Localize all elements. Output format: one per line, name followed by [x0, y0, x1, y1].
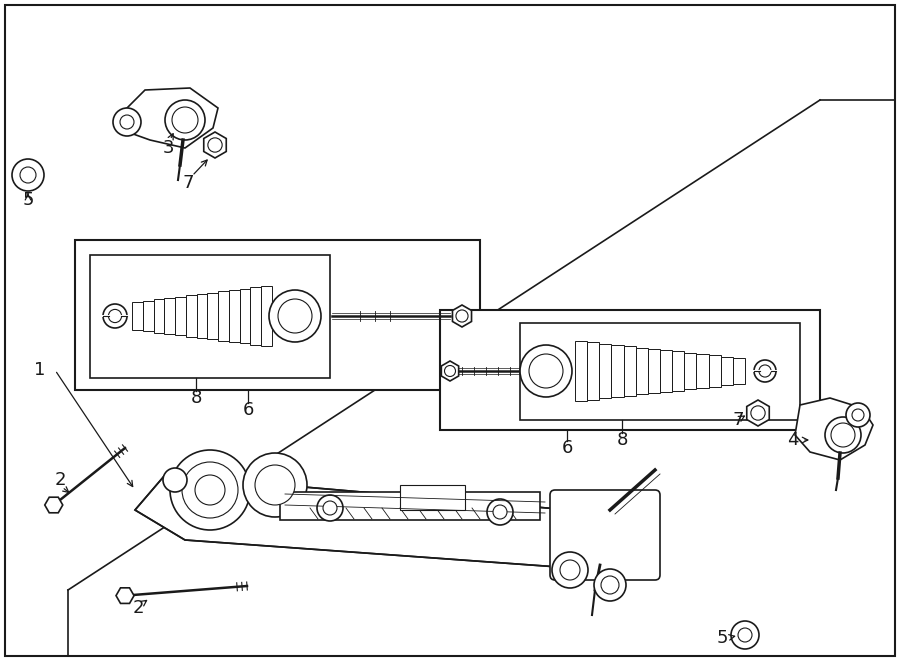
Text: 3: 3: [162, 139, 174, 157]
Polygon shape: [203, 132, 226, 158]
Circle shape: [163, 468, 187, 492]
Circle shape: [487, 499, 513, 525]
Bar: [611, 345, 624, 397]
Circle shape: [208, 138, 222, 152]
Bar: [132, 302, 143, 330]
Polygon shape: [45, 497, 63, 513]
Circle shape: [165, 100, 205, 140]
Circle shape: [560, 560, 580, 580]
Circle shape: [825, 417, 861, 453]
Text: 5: 5: [22, 191, 34, 209]
Circle shape: [120, 115, 134, 129]
Circle shape: [103, 304, 127, 328]
Text: 8: 8: [616, 431, 627, 449]
Circle shape: [601, 576, 619, 594]
Circle shape: [520, 345, 572, 397]
Circle shape: [278, 299, 312, 333]
Text: 7: 7: [182, 174, 194, 192]
Bar: [261, 286, 272, 346]
Bar: [440, 310, 820, 430]
Circle shape: [493, 505, 507, 519]
Circle shape: [108, 309, 122, 323]
Polygon shape: [795, 398, 873, 460]
Bar: [624, 346, 635, 396]
Bar: [143, 301, 154, 331]
Circle shape: [456, 310, 468, 322]
Bar: [229, 290, 239, 342]
Bar: [575, 341, 587, 401]
Circle shape: [852, 409, 864, 421]
Bar: [672, 352, 684, 391]
Bar: [196, 294, 207, 338]
Text: 8: 8: [190, 389, 202, 407]
FancyBboxPatch shape: [550, 490, 660, 580]
Circle shape: [243, 453, 307, 517]
Bar: [239, 289, 250, 343]
Circle shape: [751, 406, 765, 420]
Circle shape: [255, 465, 295, 505]
Polygon shape: [120, 88, 218, 148]
Circle shape: [552, 552, 588, 588]
Bar: [684, 353, 697, 389]
Bar: [280, 492, 540, 520]
Polygon shape: [747, 400, 770, 426]
Bar: [185, 295, 196, 336]
Bar: [587, 342, 599, 400]
Bar: [75, 240, 480, 390]
Bar: [697, 354, 708, 388]
Text: 4: 4: [788, 431, 799, 449]
Bar: [90, 255, 330, 378]
Bar: [721, 357, 733, 385]
Polygon shape: [453, 305, 472, 327]
Polygon shape: [135, 475, 655, 570]
Bar: [207, 293, 218, 339]
Text: 5: 5: [716, 629, 728, 647]
Circle shape: [269, 290, 321, 342]
Circle shape: [445, 366, 455, 377]
Circle shape: [317, 495, 343, 521]
Circle shape: [754, 360, 776, 382]
Circle shape: [529, 354, 563, 388]
Circle shape: [170, 450, 250, 530]
Text: 1: 1: [34, 361, 46, 379]
Circle shape: [172, 107, 198, 133]
Circle shape: [195, 475, 225, 505]
Text: 2: 2: [132, 599, 144, 617]
Bar: [400, 485, 465, 510]
Bar: [165, 298, 176, 334]
Circle shape: [831, 423, 855, 447]
Text: 6: 6: [562, 439, 572, 457]
Circle shape: [594, 569, 626, 601]
Circle shape: [20, 167, 36, 183]
Bar: [648, 349, 660, 393]
Bar: [635, 348, 648, 395]
Text: 7: 7: [733, 411, 743, 429]
Circle shape: [12, 159, 44, 191]
Bar: [708, 356, 721, 387]
Bar: [218, 292, 229, 340]
Polygon shape: [116, 588, 134, 603]
Bar: [660, 350, 672, 392]
Circle shape: [846, 403, 870, 427]
Circle shape: [759, 365, 771, 377]
Bar: [250, 288, 261, 344]
Circle shape: [113, 108, 141, 136]
Bar: [599, 344, 611, 399]
Bar: [176, 297, 185, 335]
Polygon shape: [441, 361, 459, 381]
Circle shape: [323, 501, 337, 515]
Bar: [733, 358, 745, 384]
Text: 2: 2: [54, 471, 66, 489]
Circle shape: [738, 628, 752, 642]
Text: 6: 6: [242, 401, 254, 419]
Bar: [154, 299, 165, 332]
Circle shape: [182, 462, 238, 518]
Circle shape: [731, 621, 759, 649]
Bar: [520, 323, 800, 420]
